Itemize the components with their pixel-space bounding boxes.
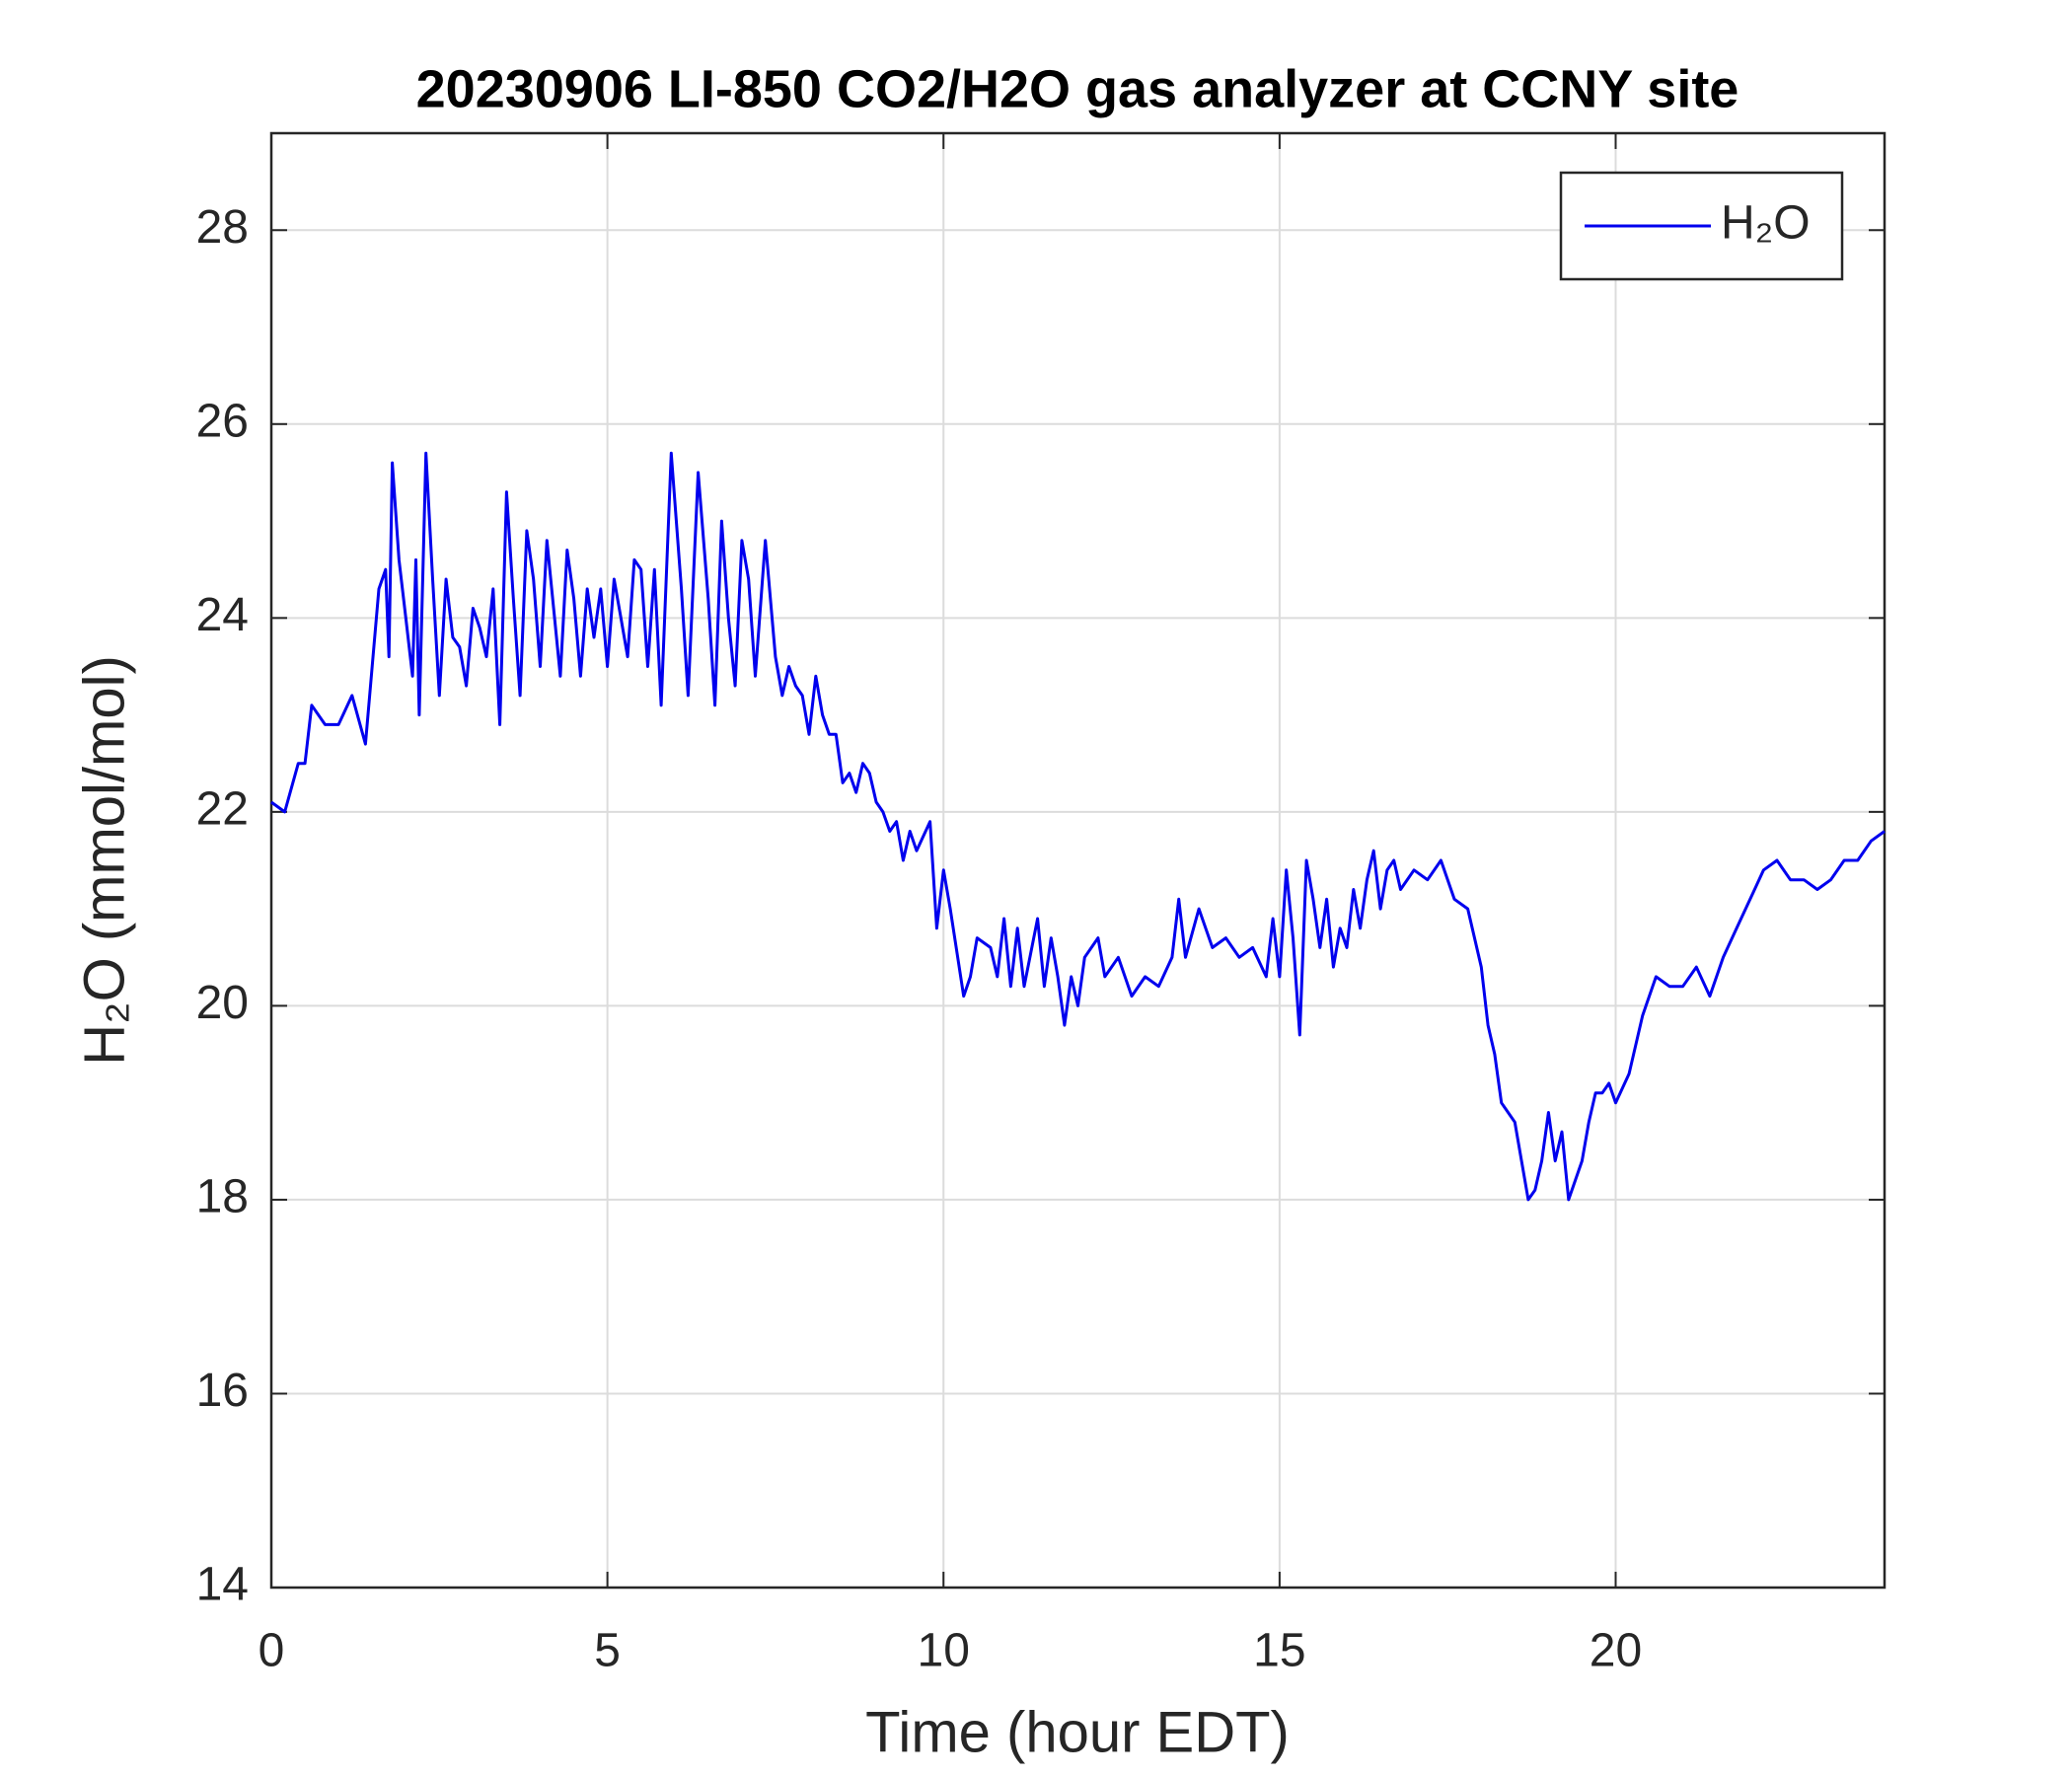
chart-title: 20230906 LI-850 CO2/H2O gas analyzer at … bbox=[416, 59, 1739, 118]
y-tick-label: 20 bbox=[196, 977, 249, 1029]
y-tick-label: 28 bbox=[196, 201, 249, 254]
x-tick-label: 20 bbox=[1590, 1625, 1642, 1677]
x-tick-label: 10 bbox=[918, 1625, 970, 1677]
legend-label: H₂O bbox=[1721, 197, 1811, 250]
y-tick-label: 16 bbox=[196, 1365, 249, 1417]
x-tick-label: 5 bbox=[594, 1625, 621, 1677]
x-tick-label: 15 bbox=[1253, 1625, 1305, 1677]
y-tick-label: 22 bbox=[196, 783, 249, 836]
y-axis-label: H₂O (mmol/mol) bbox=[72, 655, 136, 1066]
axes-box bbox=[269, 131, 1887, 1590]
x-axis-label: Time (hour EDT) bbox=[865, 1700, 1290, 1764]
y-tick-label: 18 bbox=[196, 1171, 249, 1223]
x-tick-label: 0 bbox=[259, 1625, 285, 1677]
y-tick-label: 14 bbox=[196, 1559, 249, 1611]
y-tick-label: 26 bbox=[196, 395, 249, 447]
data-line bbox=[270, 451, 1886, 1202]
y-tick-label: 24 bbox=[196, 589, 249, 641]
